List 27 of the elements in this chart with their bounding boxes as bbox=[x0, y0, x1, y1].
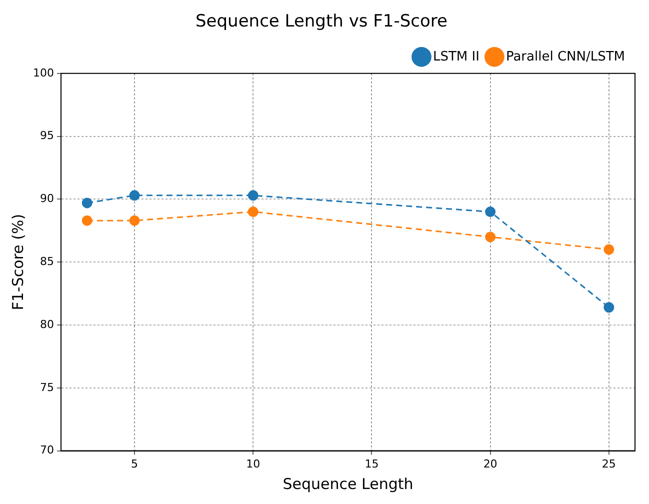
y-tick-label: 90 bbox=[40, 192, 54, 206]
y-tick-label: 100 bbox=[32, 66, 54, 80]
point bbox=[485, 206, 496, 218]
y-tick-label: 75 bbox=[40, 380, 54, 394]
point bbox=[129, 190, 140, 201]
x-tick-label: 10 bbox=[246, 457, 260, 470]
point bbox=[82, 215, 92, 226]
x-axis-title: Sequence Length bbox=[282, 474, 414, 493]
point bbox=[129, 215, 140, 226]
y-tick-label: 70 bbox=[40, 444, 54, 457]
point bbox=[248, 206, 258, 218]
y-axis-title: F1-Score (%) bbox=[8, 214, 27, 310]
point bbox=[248, 190, 258, 201]
legend-label: LSTM II bbox=[432, 49, 480, 64]
x-tick-label: 5 bbox=[131, 457, 138, 470]
x-tick-label: 15 bbox=[364, 457, 379, 470]
point bbox=[485, 232, 496, 242]
y-tick-label: 95 bbox=[40, 129, 54, 142]
chart-title: Sequence Length vs F1-Score bbox=[196, 12, 448, 32]
y-tick-label: 85 bbox=[40, 254, 54, 268]
point bbox=[82, 198, 92, 208]
legend-label: Parallel CNN/LSTM bbox=[506, 49, 626, 64]
y-tick-label: 80 bbox=[40, 318, 54, 331]
point bbox=[604, 244, 614, 255]
point bbox=[604, 302, 614, 313]
x-tick-label: 20 bbox=[483, 457, 498, 470]
x-tick-label: 25 bbox=[602, 457, 616, 470]
